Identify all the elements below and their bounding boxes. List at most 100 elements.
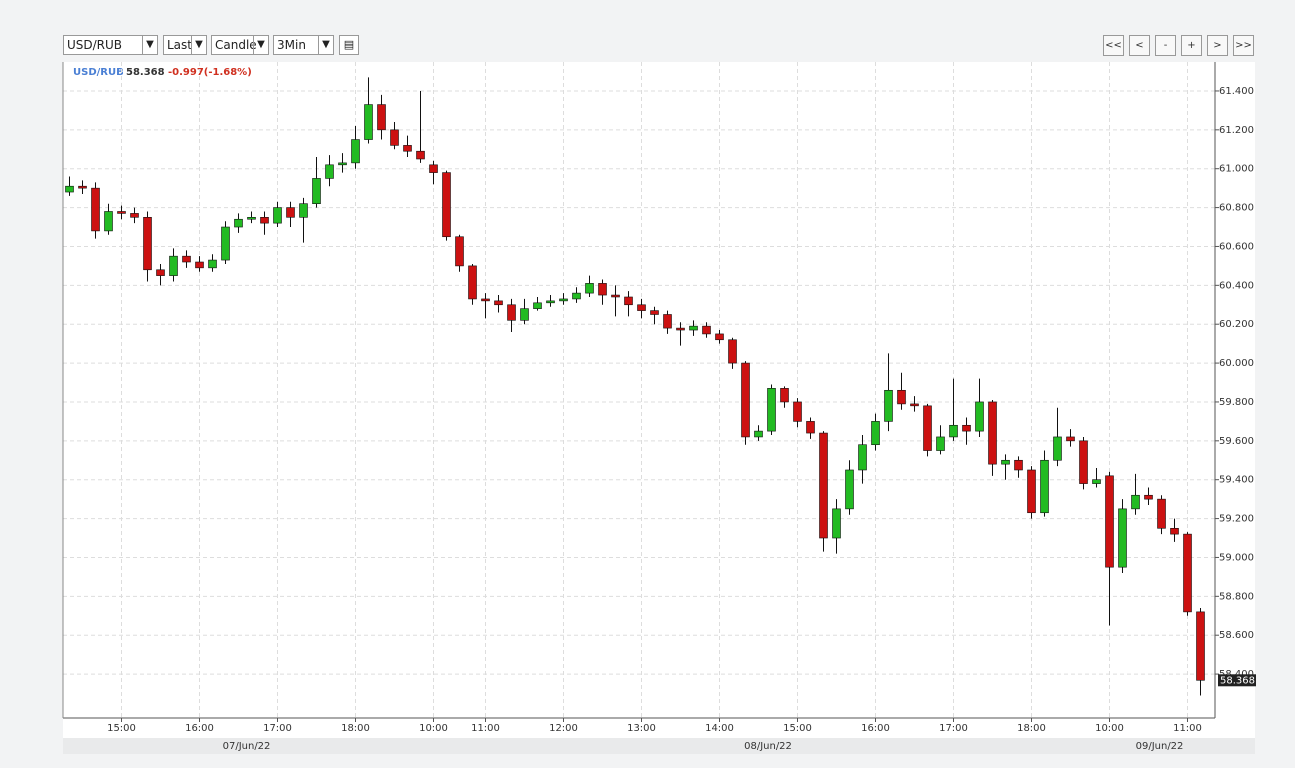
x-tick-label: 16:00 (861, 723, 890, 734)
candle-body (1092, 479, 1101, 484)
candle-body (364, 104, 373, 140)
candle-body (741, 362, 750, 438)
candle-body (325, 164, 334, 179)
candle-body (897, 389, 906, 405)
candle-body (65, 185, 74, 193)
candle-body (1131, 494, 1140, 510)
candle-body (338, 162, 347, 166)
candle-body (715, 333, 724, 341)
candle-body (182, 255, 191, 263)
candle-body (806, 421, 815, 434)
nav-button[interactable]: + (1181, 35, 1202, 56)
candle-body (988, 401, 997, 465)
field-text: Last (167, 38, 192, 52)
candle-body (1196, 611, 1205, 681)
candle-body (1118, 508, 1127, 568)
candle-body (923, 405, 932, 451)
last-price-tag-label: 58.368 (1220, 675, 1255, 686)
field-select[interactable]: Last ▼ (163, 35, 207, 55)
candle-body (663, 314, 672, 329)
x-tick-label: 13:00 (627, 723, 656, 734)
date-label: 07/Jun/22 (223, 741, 271, 752)
dropdown-arrow: ▼ (318, 36, 333, 54)
candle-body (208, 259, 217, 269)
candle-body (195, 261, 204, 269)
date-bar (63, 738, 1255, 754)
candle-body (845, 469, 854, 510)
candle-body (312, 178, 321, 204)
x-tick-label: 18:00 (1017, 723, 1046, 734)
symbol-select[interactable]: USD/RUB ▼ (63, 35, 158, 55)
candle-body (650, 310, 659, 315)
candle-body (299, 203, 308, 218)
candle-body (611, 294, 620, 298)
x-tick-label: 10:00 (419, 723, 448, 734)
candle-body (377, 104, 386, 131)
candle-body (286, 207, 295, 218)
nav-button[interactable]: >> (1233, 35, 1254, 56)
y-tick-label: 59.800 (1219, 397, 1254, 408)
candle-body (1066, 436, 1075, 442)
settings-button[interactable]: ▤ (339, 35, 359, 55)
dropdown-arrow: ▼ (142, 36, 157, 54)
candle-body (585, 283, 594, 294)
candle-body (637, 304, 646, 311)
candle-body (494, 300, 503, 306)
candle-body (767, 388, 776, 432)
candle-body (221, 226, 230, 261)
candle-body (1157, 498, 1166, 529)
candle-body (793, 401, 802, 422)
candle-body (962, 424, 971, 432)
y-tick-label: 60.400 (1219, 280, 1254, 291)
nav-button[interactable]: < (1129, 35, 1150, 56)
candle-body (559, 298, 568, 302)
y-tick-label: 59.400 (1219, 475, 1254, 486)
candle-body (832, 508, 841, 539)
x-tick-label: 17:00 (939, 723, 968, 734)
candle-body (234, 218, 243, 228)
candle-body (390, 129, 399, 146)
date-label: 09/Jun/22 (1136, 741, 1184, 752)
nav-button[interactable]: > (1207, 35, 1228, 56)
candle-body (247, 217, 256, 220)
candle-body (91, 187, 100, 232)
candle-body (507, 304, 516, 321)
y-tick-label: 59.000 (1219, 552, 1254, 563)
interval-select[interactable]: 3Min ▼ (273, 35, 334, 55)
date-label: 08/Jun/22 (744, 741, 792, 752)
dropdown-arrow: ▼ (191, 36, 206, 54)
candle-body (1040, 459, 1049, 514)
y-tick-label: 61.400 (1219, 86, 1254, 97)
x-tick-label: 15:00 (107, 723, 136, 734)
y-tick-label: 58.800 (1219, 591, 1254, 602)
x-tick-label: 17:00 (263, 723, 292, 734)
interval-text: 3Min (277, 38, 306, 52)
candle-body (481, 298, 490, 302)
last-price-tag (1218, 674, 1256, 687)
candle-body (169, 255, 178, 276)
candle-body (533, 302, 542, 309)
candle-body (1014, 459, 1023, 471)
y-tick-label: 60.800 (1219, 203, 1254, 214)
candle-body (455, 236, 464, 267)
candle-body (949, 424, 958, 438)
candle-body (702, 325, 711, 335)
candle-body (520, 308, 529, 321)
symbol-text: USD/RUB (67, 38, 123, 52)
y-tick-label: 59.200 (1219, 514, 1254, 525)
candle-body (1079, 440, 1088, 484)
candle-body (130, 213, 139, 218)
y-tick-label: 60.200 (1219, 319, 1254, 330)
x-tick-label: 10:00 (1095, 723, 1124, 734)
candle-body (936, 436, 945, 451)
style-select[interactable]: Candle ▼ (211, 35, 269, 55)
candle-body (572, 292, 581, 300)
candle-body (728, 339, 737, 364)
price-change: -0.997(-1.68%) (168, 67, 252, 78)
nav-button[interactable]: - (1155, 35, 1176, 56)
y-tick-label: 59.600 (1219, 436, 1254, 447)
candle-body (689, 325, 698, 331)
nav-button[interactable]: << (1103, 35, 1124, 56)
candle-body (1027, 469, 1036, 514)
